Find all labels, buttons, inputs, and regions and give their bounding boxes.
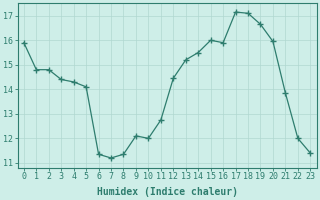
X-axis label: Humidex (Indice chaleur): Humidex (Indice chaleur) [97, 186, 237, 197]
